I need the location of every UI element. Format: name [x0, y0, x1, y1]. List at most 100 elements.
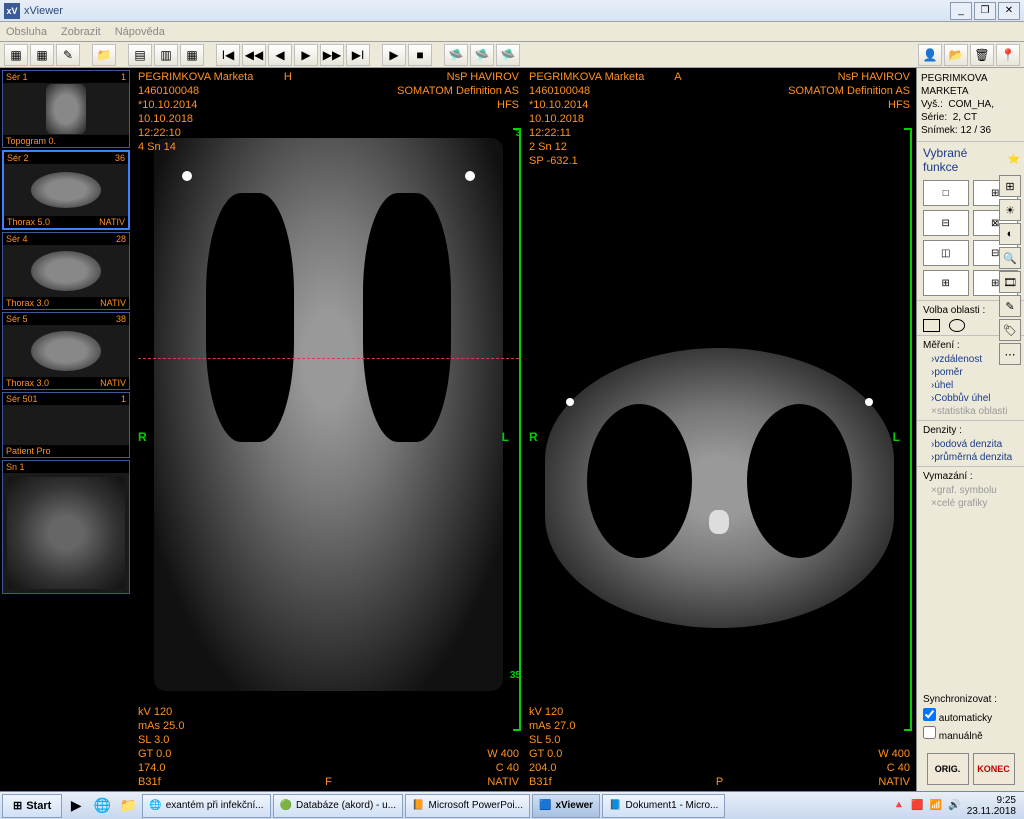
- thumb-ser501[interactable]: Sér 5011 Patient Pro: [2, 392, 130, 458]
- patient-name: PEGRIMKOVA MARKETA: [921, 72, 1020, 98]
- tool-user-icon[interactable]: 👤: [918, 44, 942, 66]
- measure-stats: statistika oblasti: [923, 405, 1018, 418]
- layout-4[interactable]: ⊞: [923, 270, 969, 296]
- title-bar: xV xViewer _ ❐ ✕: [0, 0, 1024, 22]
- thumb-ser4[interactable]: Sér 428 Thorax 3.0NATIV: [2, 232, 130, 310]
- tool-grid2-icon[interactable]: ▥: [154, 44, 178, 66]
- windows-icon: ⊞: [13, 799, 22, 812]
- overlay-br-right: W 400 C 40 NATIV: [878, 747, 910, 789]
- section-vybrane: Vybrané funkce: [917, 142, 973, 176]
- menu-obsluha[interactable]: Obsluha: [6, 26, 47, 38]
- task-powerpoint[interactable]: 📙Microsoft PowerPoi...: [405, 794, 530, 818]
- menu-zobrazit[interactable]: Zobrazit: [61, 26, 101, 38]
- tool-delete-icon[interactable]: 🗑: [970, 44, 994, 66]
- tool-edit-icon[interactable]: ✎: [56, 44, 80, 66]
- overlay-tl-right: PEGRIMKOVA Marketa A 1460100048 *10.10.2…: [529, 70, 682, 168]
- layout-3x3[interactable]: ⊟: [923, 210, 969, 236]
- tool-stop-icon[interactable]: ■: [408, 44, 432, 66]
- tool-ufo3-icon[interactable]: 🛸: [496, 44, 520, 66]
- tool-last-icon[interactable]: ▶I: [346, 44, 370, 66]
- vtool-more-icon[interactable]: ⋯: [999, 343, 1021, 365]
- thumb-ser5[interactable]: Sér 538 Thorax 3.0NATIV: [2, 312, 130, 390]
- vtool-film-icon[interactable]: 🎞: [999, 271, 1021, 293]
- layout-v2[interactable]: ◫: [923, 240, 969, 266]
- sync-auto[interactable]: automaticky: [923, 707, 1018, 725]
- tray-icon3[interactable]: 📶: [930, 800, 942, 811]
- measure-angle[interactable]: úhel: [923, 379, 1018, 392]
- thumbnail-sidebar: Sér 11 Topogram 0. Sér 236 Thorax 5.0NAT…: [0, 68, 132, 791]
- patient-info: PEGRIMKOVA MARKETA Vyš.: COM_HA, Série: …: [917, 68, 1024, 142]
- thumb-ser1[interactable]: Sér 11 Topogram 0.: [2, 70, 130, 148]
- overlay-tr-right: NsP HAVIROV SOMATOM Definition AS HFS: [788, 70, 910, 112]
- tool-rewind-icon[interactable]: ◀◀: [242, 44, 266, 66]
- tray-icon1[interactable]: 🔺: [893, 800, 905, 811]
- taskbar: ⊞ Start ▶ 🌐 📁 🌐exantém při infekční... 🟢…: [0, 791, 1024, 819]
- tool-prev-icon[interactable]: ◀: [268, 44, 292, 66]
- tool-layout1-icon[interactable]: ▦: [4, 44, 28, 66]
- menu-bar: Obsluha Zobrazit Nápověda: [0, 22, 1024, 42]
- quick-ie-icon[interactable]: 🌐: [90, 794, 114, 818]
- erase-all: celé grafiky: [923, 497, 1018, 510]
- main-area: Sér 11 Topogram 0. Sér 236 Thorax 5.0NAT…: [0, 68, 1024, 791]
- tray-icon2[interactable]: 🟥: [911, 800, 923, 811]
- tool-ufo1-icon[interactable]: 🛸: [444, 44, 468, 66]
- thumb-ser2[interactable]: Sér 236 Thorax 5.0NATIV: [2, 150, 130, 230]
- tool-layout2-icon[interactable]: ▦: [30, 44, 54, 66]
- tool-play-icon[interactable]: ▶: [382, 44, 406, 66]
- vtool-zoom-icon[interactable]: 🔍: [999, 247, 1021, 269]
- tool-ufo2-icon[interactable]: 🛸: [470, 44, 494, 66]
- orig-button[interactable]: ORIG.: [927, 753, 969, 785]
- task-word[interactable]: 📘Dokument1 - Micro...: [602, 794, 725, 818]
- roi-ellipse-icon[interactable]: [949, 319, 966, 332]
- toolbar: ▦ ▦ ✎ 📁 ▤ ▥ ▦ I◀ ◀◀ ◀ ▶ ▶▶ ▶I ▶ ■ 🛸 🛸 🛸 …: [0, 42, 1024, 68]
- tool-open-icon[interactable]: 📂: [944, 44, 968, 66]
- minimize-button[interactable]: _: [950, 2, 972, 20]
- task-chrome[interactable]: 🌐exantém při infekční...: [142, 794, 270, 818]
- window-title: xViewer: [24, 5, 950, 17]
- start-button[interactable]: ⊞ Start: [2, 794, 62, 818]
- tool-first-icon[interactable]: I◀: [216, 44, 240, 66]
- konec-button[interactable]: KONEC: [973, 753, 1015, 785]
- measure-ratio[interactable]: poměr: [923, 366, 1018, 379]
- density-avg[interactable]: průměrná denzita: [923, 451, 1018, 464]
- sync-manual[interactable]: manuálně: [923, 725, 1018, 743]
- overlay-bl-right: kV 120 mAs 27.0 SL 5.0 GT 0.0 204.0 B31f: [529, 705, 575, 789]
- task-akord[interactable]: 🟢Databáze (akord) - u...: [273, 794, 404, 818]
- sync-section: Synchronizovat : automaticky manuálně: [917, 688, 1024, 747]
- task-xviewer[interactable]: 🟦xViewer: [532, 794, 600, 818]
- tool-grid3-icon[interactable]: ▦: [180, 44, 204, 66]
- measure-cobb[interactable]: Cobbův úhel: [923, 392, 1018, 405]
- maximize-button[interactable]: ❐: [974, 2, 996, 20]
- vtool-edit-icon[interactable]: ✎: [999, 295, 1021, 317]
- viewer-right[interactable]: PEGRIMKOVA Marketa A 1460100048 *10.10.2…: [525, 68, 914, 791]
- density-point[interactable]: bodová denzita: [923, 438, 1018, 451]
- thumb-sn1[interactable]: Sn 1: [2, 460, 130, 594]
- viewer-left[interactable]: PEGRIMKOVA Marketa H 1460100048 *10.10.2…: [134, 68, 523, 791]
- vtool-tag-icon[interactable]: 🏷: [999, 319, 1021, 341]
- close-button[interactable]: ✕: [998, 2, 1020, 20]
- tool-next-icon[interactable]: ▶: [294, 44, 318, 66]
- denzity-header: Denzity :: [923, 423, 1018, 438]
- star-icon[interactable]: ⭐: [1008, 154, 1020, 165]
- quick-media-icon[interactable]: ▶: [64, 794, 88, 818]
- vertical-toolstrip: ⊞ ☀ ◐ 🔍 🎞 ✎ 🏷 ⋯: [999, 175, 1023, 365]
- tool-grid1-icon[interactable]: ▤: [128, 44, 152, 66]
- clock[interactable]: 9:25 23.11.2018: [967, 795, 1016, 817]
- menu-napoveda[interactable]: Nápověda: [115, 26, 165, 38]
- overlay-tr-left: NsP HAVIROV SOMATOM Definition AS HFS: [397, 70, 519, 112]
- tool-pin-icon[interactable]: 📍: [996, 44, 1020, 66]
- overlay-br-left: W 400 C 40 NATIV: [487, 747, 519, 789]
- vtool-contrast-icon[interactable]: ◐: [999, 223, 1021, 245]
- tray-icon4[interactable]: 🔊: [948, 800, 960, 811]
- vtool-grid-icon[interactable]: ⊞: [999, 175, 1021, 197]
- layout-1x1[interactable]: □: [923, 180, 969, 206]
- ruler-left: [511, 128, 521, 731]
- marker-r-right: R: [529, 430, 538, 444]
- vtool-bright-icon[interactable]: ☀: [999, 199, 1021, 221]
- tool-folder-icon[interactable]: 📁: [92, 44, 116, 66]
- tool-forward-icon[interactable]: ▶▶: [320, 44, 344, 66]
- marker-r-left: R: [138, 430, 147, 444]
- roi-rect-icon[interactable]: [923, 319, 940, 332]
- quick-explorer-icon[interactable]: 📁: [116, 794, 140, 818]
- app-icon: xV: [4, 3, 20, 19]
